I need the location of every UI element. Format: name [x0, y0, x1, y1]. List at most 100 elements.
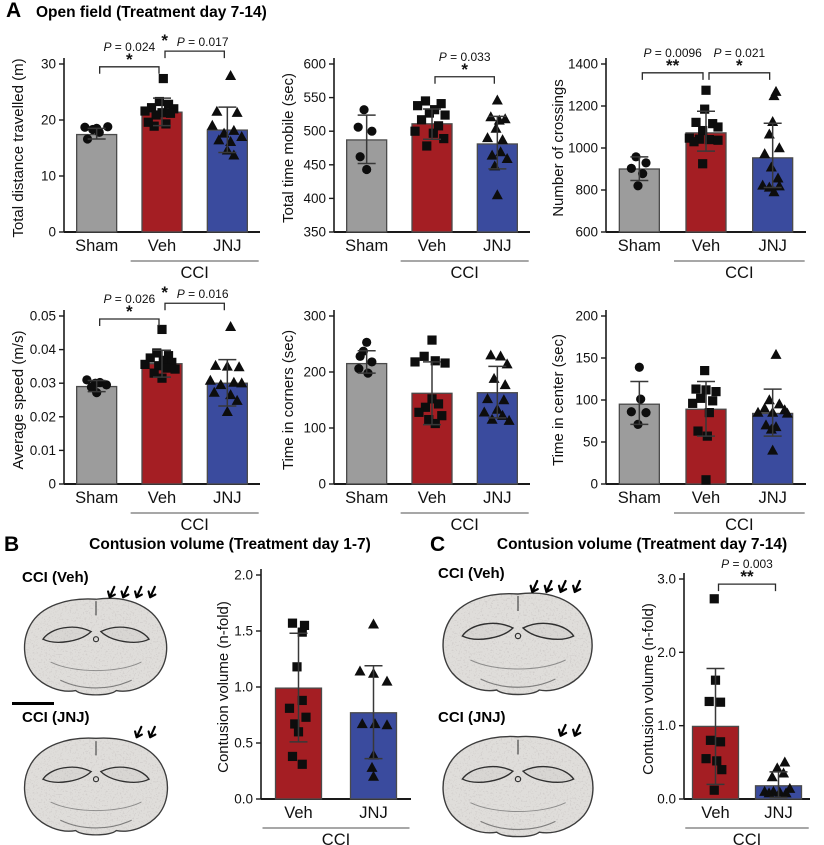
svg-text:0.5: 0.5 [234, 736, 253, 751]
svg-text:Total time mobile (sec): Total time mobile (sec) [280, 73, 297, 223]
svg-text:200: 200 [303, 365, 326, 380]
svg-text:Time in corners (sec): Time in corners (sec) [280, 330, 297, 470]
svg-text:CCI: CCI [733, 831, 761, 845]
chart-time-in-corners: 0 100 200 300 Time in corners (sec) Sham Veh JN… [278, 278, 540, 534]
svg-text:JNJ: JNJ [758, 489, 786, 507]
svg-text:300: 300 [303, 309, 326, 324]
svg-text:P = 0.017: P = 0.017 [177, 35, 229, 49]
svg-text:JNJ: JNJ [213, 489, 241, 507]
svg-text:0.03: 0.03 [30, 376, 56, 391]
svg-text:Average speed (m/s): Average speed (m/s) [10, 331, 27, 470]
svg-text:0: 0 [48, 225, 56, 240]
svg-text:JNJ: JNJ [483, 489, 511, 507]
brain-section-image [432, 578, 604, 702]
svg-text:1000: 1000 [568, 141, 598, 156]
svg-text:1.0: 1.0 [657, 718, 676, 733]
svg-text:Contusion volume (n-fold): Contusion volume (n-fold) [215, 601, 232, 773]
svg-text:400: 400 [303, 191, 326, 206]
svg-text:Sham: Sham [75, 237, 118, 255]
svg-text:600: 600 [575, 225, 598, 240]
svg-text:P = 0.003: P = 0.003 [721, 557, 773, 571]
svg-text:CCI: CCI [180, 516, 208, 530]
svg-text:100: 100 [303, 421, 326, 436]
svg-text:JNJ: JNJ [758, 237, 786, 255]
brain-section-image [14, 724, 178, 842]
svg-text:P = 0.016: P = 0.016 [177, 287, 229, 301]
svg-text:*: * [126, 50, 133, 69]
svg-text:1200: 1200 [568, 99, 598, 114]
svg-text:550: 550 [303, 90, 326, 105]
brain-section-image [432, 722, 604, 844]
svg-text:2.0: 2.0 [657, 645, 676, 660]
svg-text:50: 50 [583, 435, 598, 450]
svg-text:Sham: Sham [75, 489, 118, 507]
svg-text:*: * [161, 283, 168, 302]
svg-text:**: ** [740, 567, 754, 586]
panel-c-title: Contusion volume (Treatment day 7-14) [496, 536, 788, 553]
svg-text:0: 0 [48, 477, 56, 492]
chart-average-speed: 0 0.01 0.02 0.03 0.04 0.05 Average speed (m/s)… [8, 278, 270, 534]
brain-image-label: CCI (JNJ) [22, 709, 90, 726]
svg-text:JNJ: JNJ [213, 237, 241, 255]
svg-text:2.0: 2.0 [234, 568, 253, 583]
svg-text:0.0: 0.0 [234, 792, 253, 807]
svg-text:0: 0 [318, 477, 326, 492]
svg-text:Veh: Veh [148, 489, 176, 507]
svg-text:**: ** [666, 56, 680, 75]
svg-text:Sham: Sham [345, 489, 388, 507]
svg-text:3.0: 3.0 [657, 572, 676, 587]
svg-text:Total distance travelled (m): Total distance travelled (m) [10, 58, 27, 237]
panel-a-title: Open field (Treatment day 7-14) [36, 4, 267, 21]
chart-contusion-volume-day1-7: 0.0 0.5 1.0 1.5 2.0 Contusion volume (n-fold)… [213, 553, 425, 845]
brain-image-label: CCI (JNJ) [438, 709, 506, 726]
chart-time-in-center: 0 50 100 150 200 Time in center (sec) Sham Veh J… [548, 278, 818, 534]
svg-text:Contusion volume (n-fold): Contusion volume (n-fold) [640, 603, 657, 775]
svg-text:CCI: CCI [450, 264, 478, 278]
svg-text:10: 10 [41, 169, 56, 184]
svg-text:0.04: 0.04 [30, 342, 57, 357]
svg-text:Sham: Sham [345, 237, 388, 255]
svg-text:1.0: 1.0 [234, 680, 253, 695]
svg-text:Time in center (sec): Time in center (sec) [550, 334, 567, 466]
svg-text:Veh: Veh [701, 804, 729, 822]
svg-text:1.5: 1.5 [234, 624, 253, 639]
svg-text:Veh: Veh [148, 237, 176, 255]
brain-image-label: CCI (Veh) [22, 569, 89, 586]
svg-text:P = 0.026: P = 0.026 [103, 292, 155, 306]
svg-text:Veh: Veh [418, 237, 446, 255]
svg-text:350: 350 [303, 225, 326, 240]
svg-text:600: 600 [303, 57, 326, 72]
svg-text:20: 20 [41, 113, 56, 128]
svg-text:*: * [161, 31, 168, 50]
svg-text:*: * [461, 60, 468, 79]
svg-text:Sham: Sham [618, 237, 661, 255]
brain-section-image [14, 584, 178, 702]
svg-text:*: * [126, 302, 133, 321]
svg-text:1400: 1400 [568, 57, 598, 72]
svg-text:30: 30 [41, 57, 56, 72]
svg-text:200: 200 [575, 309, 598, 324]
svg-text:0.0: 0.0 [657, 792, 676, 807]
svg-text:450: 450 [303, 157, 326, 172]
svg-text:Number of crossings: Number of crossings [550, 79, 567, 217]
chart-contusion-volume-day7-14: 0.0 1.0 2.0 3.0 Contusion volume (n-fold) Veh… [638, 553, 818, 845]
brain-image-label: CCI (Veh) [438, 565, 505, 582]
svg-text:150: 150 [575, 351, 598, 366]
chart-total-distance: 0 10 20 30 Total distance travelled (m) Sham V… [8, 26, 270, 282]
svg-text:CCI: CCI [180, 264, 208, 278]
panel-b-label: B [4, 533, 20, 556]
svg-text:*: * [736, 56, 743, 75]
svg-text:0.02: 0.02 [30, 409, 56, 424]
svg-text:CCI: CCI [322, 831, 350, 845]
svg-text:P = 0.033: P = 0.033 [439, 50, 491, 64]
panel-c-label: C [430, 533, 446, 556]
chart-number-of-crossings: 600 800 1000 1200 1400 Number of crossings Sha… [548, 26, 818, 282]
svg-text:Veh: Veh [692, 489, 720, 507]
svg-text:0: 0 [590, 477, 598, 492]
svg-text:Sham: Sham [618, 489, 661, 507]
svg-text:800: 800 [575, 183, 598, 198]
svg-text:JNJ: JNJ [359, 804, 387, 822]
svg-text:CCI: CCI [725, 516, 753, 530]
svg-text:0.01: 0.01 [30, 443, 56, 458]
